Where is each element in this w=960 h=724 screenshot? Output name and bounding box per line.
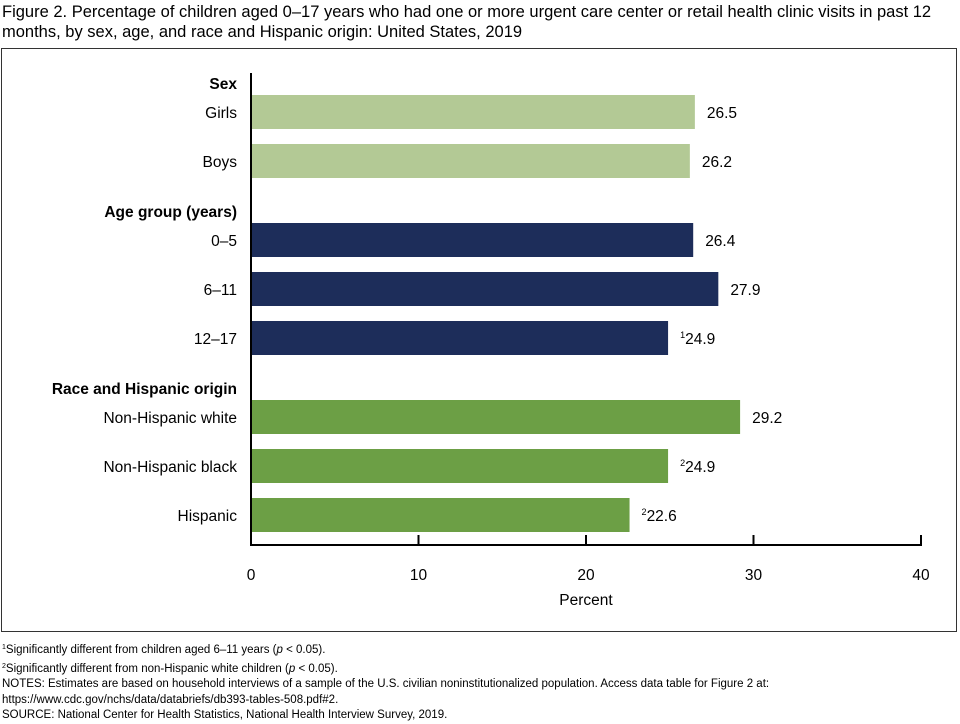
category-label: Non-Hispanic black xyxy=(103,459,237,476)
bar xyxy=(251,400,741,434)
data-label: 124.9 xyxy=(680,330,715,348)
data-label: 26.2 xyxy=(702,154,732,171)
value-text: 24.9 xyxy=(685,331,715,348)
footnote-marker: 1 xyxy=(680,330,685,340)
x-axis-title: Percent xyxy=(559,592,613,609)
category-label: 0–5 xyxy=(211,233,237,250)
category-label: 6–11 xyxy=(204,282,237,299)
bar xyxy=(251,272,719,306)
data-label: 224.9 xyxy=(680,458,715,476)
group-header: Sex xyxy=(209,76,237,93)
x-tick-label: 0 xyxy=(247,567,256,584)
bar xyxy=(251,498,630,532)
data-label: 27.9 xyxy=(730,282,760,299)
footnote-1: 1Significantly different from children a… xyxy=(2,644,326,656)
footnote-2: 2Significantly different from non-Hispan… xyxy=(2,662,338,675)
x-tick-label: 20 xyxy=(577,567,595,584)
notes-line-2: https://www.cdc.gov/nchs/data/databriefs… xyxy=(2,693,339,706)
category-label: Non-Hispanic white xyxy=(103,410,237,427)
data-label: 29.2 xyxy=(752,410,782,427)
bar-chart: Sex Girls 26.5 Boys 26.2 Age group (years) 0–5… xyxy=(52,73,930,609)
group-header: Race and Hispanic origin xyxy=(52,381,237,398)
category-label: 12–17 xyxy=(194,331,237,348)
category-label: Girls xyxy=(205,105,237,122)
bar xyxy=(251,449,669,483)
figure-title: Figure 2. Percentage of children aged 0–… xyxy=(2,3,932,41)
footnotes: 1Significantly different from children a… xyxy=(2,640,957,724)
notes-line-1: NOTES: Estimates are based on household … xyxy=(2,678,770,690)
bar xyxy=(251,144,690,178)
data-label: 26.4 xyxy=(705,233,736,250)
source-line: SOURCE: National Center for Health Stati… xyxy=(2,709,448,721)
x-tick-label: 10 xyxy=(410,567,428,584)
bar xyxy=(251,95,695,129)
chart-frame xyxy=(1,48,957,632)
category-label: Boys xyxy=(203,154,238,171)
bar xyxy=(251,321,669,355)
data-label: 222.6 xyxy=(642,507,677,525)
bar xyxy=(251,223,694,257)
x-tick-label: 40 xyxy=(912,567,930,584)
footnote-marker: 2 xyxy=(642,507,647,517)
category-label: Hispanic xyxy=(178,508,238,525)
footnote-marker: 2 xyxy=(680,458,685,468)
group-header: Age group (years) xyxy=(104,204,237,221)
value-text: 22.6 xyxy=(647,508,677,525)
x-tick-label: 30 xyxy=(745,567,763,584)
value-text: 24.9 xyxy=(685,459,715,476)
data-label: 26.5 xyxy=(707,105,737,122)
